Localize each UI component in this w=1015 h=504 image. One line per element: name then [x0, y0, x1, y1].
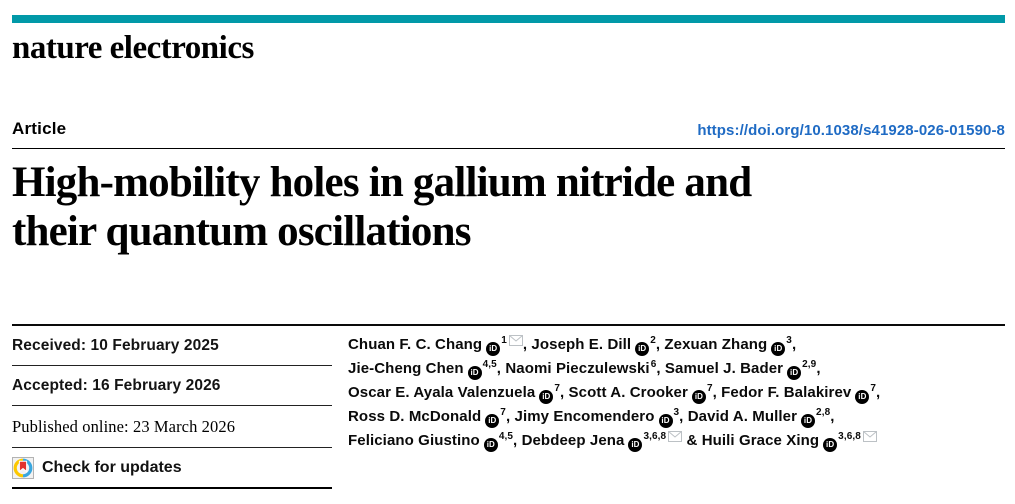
author-affiliation-superscript: 7 — [500, 407, 506, 418]
orcid-icon[interactable]: iD — [658, 414, 673, 428]
author-affiliation-superscript: 4,5 — [482, 359, 497, 370]
author-affiliation-superscript: 3 — [673, 407, 680, 418]
orcid-icon[interactable]: iD — [635, 342, 650, 356]
received-date: Received: 10 February 2025 — [12, 326, 332, 366]
author-separator: , — [496, 360, 506, 377]
paper-title-line-1: High-mobility holes in gallium nitride a… — [12, 159, 752, 206]
author-line: Oscar E. Ayala Valenzuela iD7, Scott A. C… — [348, 381, 1005, 405]
author-affiliation-superscript: 2 — [650, 335, 656, 346]
author-name: Zexuan Zhang — [664, 336, 768, 353]
author-name: Naomi Pieczulewski — [505, 360, 650, 377]
author-line: Chuan F. C. Chang iD1, Joseph E. Dill iD2,… — [348, 333, 1005, 357]
author-affiliation-superscript: 7 — [870, 383, 877, 394]
email-icon[interactable] — [862, 431, 877, 449]
author-affiliation-superscript: 6 — [650, 359, 657, 370]
timeline-column: Received: 10 February 2025 Accepted: 16 … — [12, 326, 332, 489]
author-separator: , — [522, 336, 532, 353]
paper-title-line-2: their quantum oscillations — [12, 208, 471, 255]
author-name: Oscar E. Ayala Valenzuela — [348, 384, 536, 401]
orcid-icon[interactable]: iD — [801, 414, 816, 428]
author-name: Debdeep Jena — [521, 432, 625, 449]
orcid-icon[interactable]: iD — [628, 438, 643, 452]
crossmark-icon — [12, 457, 34, 479]
check-for-updates-label: Check for updates — [42, 459, 182, 476]
author-name: Feliciano Giustino — [348, 432, 480, 449]
author-separator: , — [876, 384, 881, 401]
author-separator: , — [505, 408, 515, 425]
orcid-icon[interactable]: iD — [855, 390, 870, 404]
orcid-icon[interactable]: iD — [485, 414, 500, 428]
author-name: Jimy Encomendero — [514, 408, 655, 425]
journal-logo: nature electronics — [12, 30, 254, 66]
author-name: Huili Grace Xing — [701, 432, 820, 449]
email-icon[interactable] — [668, 431, 683, 449]
author-separator: , — [712, 384, 722, 401]
author-separator: , — [655, 336, 665, 353]
author-name: Samuel J. Bader — [664, 360, 784, 377]
author-affiliation-superscript: 3,6,8 — [643, 431, 667, 442]
author-name: Ross D. McDonald — [348, 408, 482, 425]
author-affiliation-superscript: 2,8 — [816, 407, 831, 418]
author-name: Scott A. Crooker — [568, 384, 688, 401]
author-name: Chuan F. C. Chang — [348, 336, 483, 353]
paper-title: High-mobility holes in gallium nitride a… — [12, 158, 1005, 256]
meta-columns: Received: 10 February 2025 Accepted: 16 … — [12, 326, 1005, 489]
author-name: Joseph E. Dill — [531, 336, 632, 353]
author-separator: , — [816, 360, 821, 377]
article-bar: Article https://doi.org/10.1038/s41928-0… — [12, 119, 1005, 149]
orcid-icon[interactable]: iD — [486, 342, 501, 356]
author-affiliation-superscript: 3 — [786, 335, 792, 346]
email-icon[interactable] — [508, 335, 523, 353]
author-name: David A. Muller — [687, 408, 798, 425]
article-page: nature electronics Article https://doi.o… — [12, 15, 1005, 489]
orcid-icon[interactable]: iD — [691, 390, 706, 404]
author-separator: , — [791, 336, 797, 353]
author-affiliation-superscript: 4,5 — [498, 431, 514, 442]
journal-accent-bar — [12, 15, 1005, 23]
author-separator: , — [830, 408, 835, 425]
author-separator: , — [513, 432, 522, 449]
author-separator: , — [679, 408, 688, 425]
author-name: Jie-Cheng Chen — [348, 360, 464, 377]
author-separator: , — [656, 360, 665, 377]
accepted-date: Accepted: 16 February 2026 — [12, 366, 332, 406]
published-date: Published online: 23 March 2026 — [12, 406, 332, 448]
header-divider — [12, 324, 1005, 326]
author-affiliation-superscript: 3,6,8 — [838, 431, 861, 442]
author-line: Jie-Cheng Chen iD4,5, Naomi Pieczulewski6… — [348, 357, 1005, 381]
orcid-icon[interactable]: iD — [483, 438, 498, 452]
author-affiliation-superscript: 1 — [501, 335, 507, 346]
orcid-icon[interactable]: iD — [467, 366, 482, 380]
doi-link[interactable]: https://doi.org/10.1038/s41928-026-01590… — [697, 122, 1005, 139]
author-separator: , — [560, 384, 569, 401]
author-affiliation-superscript: 7 — [706, 383, 713, 394]
orcid-icon[interactable]: iD — [823, 438, 838, 452]
author-affiliation-superscript: 2,9 — [802, 359, 817, 370]
author-block: Chuan F. C. Chang iD1, Joseph E. Dill iD2,… — [348, 326, 1005, 489]
article-type-label: Article — [12, 119, 67, 138]
author-name: Fedor F. Balakirev — [721, 384, 852, 401]
author-line: Feliciano Giustino iD4,5, Debdeep Jena iD3… — [348, 429, 1005, 453]
author-separator: & — [682, 432, 702, 449]
author-affiliation-superscript: 7 — [554, 383, 560, 394]
orcid-icon[interactable]: iD — [539, 390, 554, 404]
author-line: Ross D. McDonald iD7, Jimy Encomendero iD3… — [348, 405, 1005, 429]
orcid-icon[interactable]: iD — [787, 366, 802, 380]
check-for-updates-button[interactable]: Check for updates — [12, 448, 332, 489]
orcid-icon[interactable]: iD — [771, 342, 786, 356]
